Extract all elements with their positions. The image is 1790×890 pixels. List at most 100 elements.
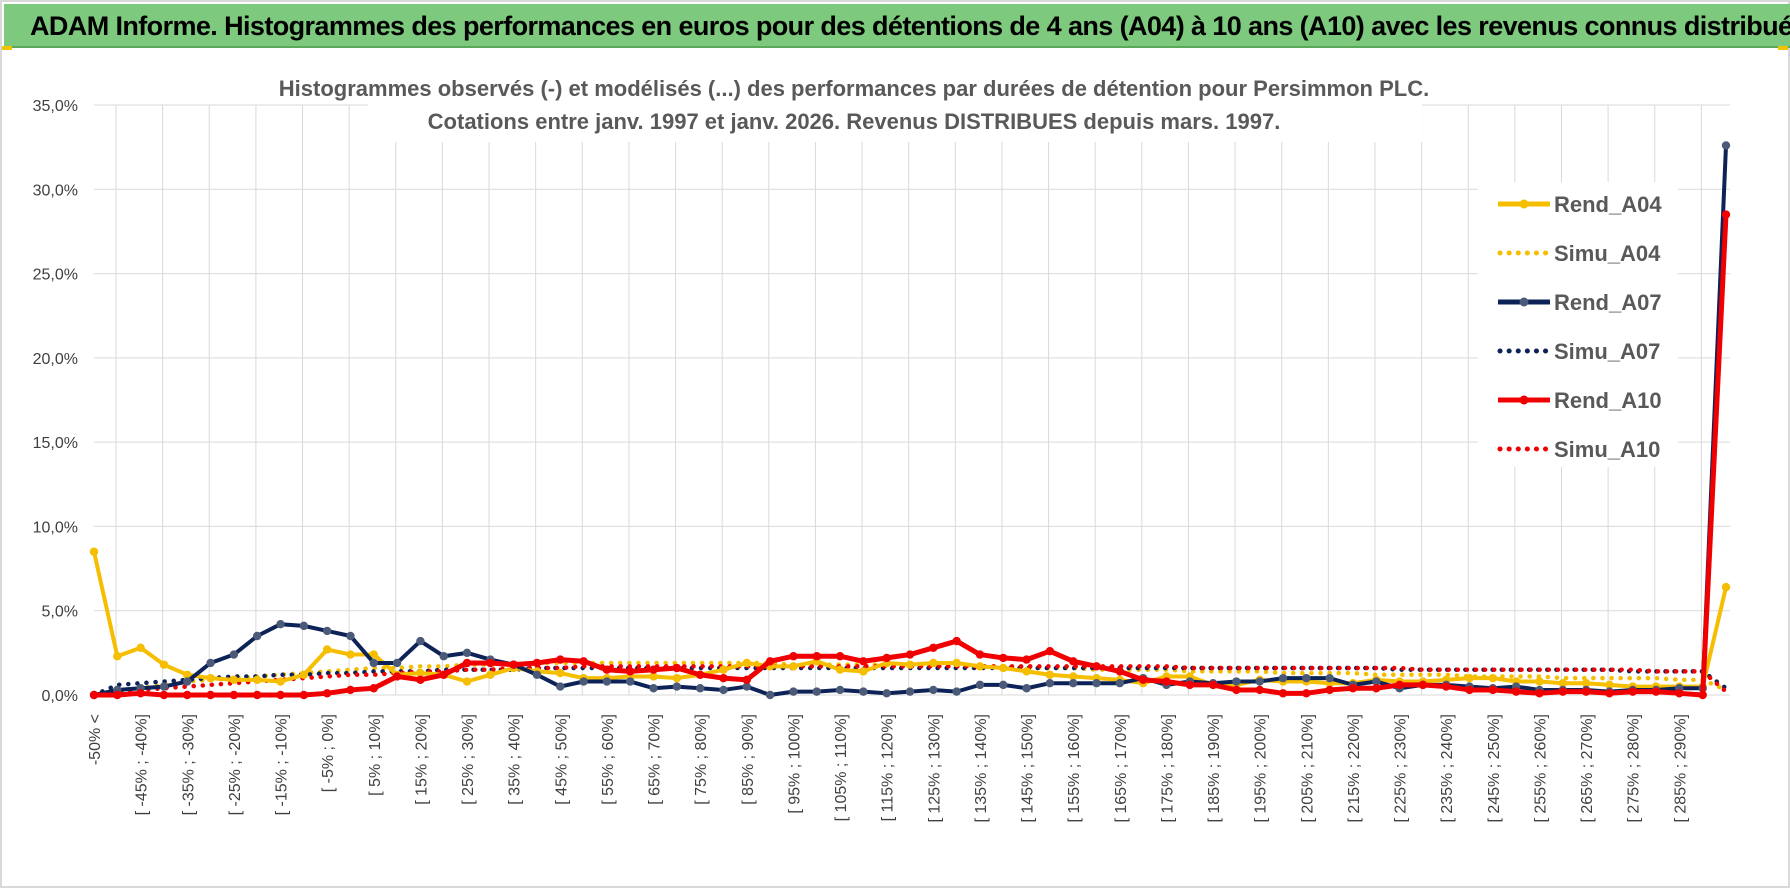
chart-title-line-2: Cotations entre janv. 1997 et janv. 2026… <box>428 109 1281 134</box>
data-point-rend-a04 <box>556 668 565 678</box>
y-tick-label: 30,0% <box>33 182 78 199</box>
data-point-rend-a07 <box>602 677 612 686</box>
data-point-rend-a10 <box>742 675 751 685</box>
data-point-rend-a10 <box>975 650 985 659</box>
legend-label: Rend_A07 <box>1554 290 1662 315</box>
data-point-rend-a04 <box>462 677 472 686</box>
data-point-rend-a10 <box>859 657 868 666</box>
data-point-rend-a10 <box>1022 655 1031 664</box>
x-tick-label: [ 85% ; 90%] <box>740 714 757 805</box>
x-tick-label: [ 185% ; 190%] <box>1206 714 1223 823</box>
data-point-rend-a04 <box>975 662 985 671</box>
data-point-rend-a10 <box>1581 687 1591 696</box>
x-tick-label: [ 35% ; 40%] <box>507 714 524 805</box>
data-point-rend-a04 <box>789 662 798 671</box>
data-point-rend-a10 <box>1465 685 1474 695</box>
data-point-rend-a04 <box>1605 680 1614 690</box>
x-tick-label: [ 255% ; 260%] <box>1532 714 1549 823</box>
legend-label: Rend_A10 <box>1554 388 1662 413</box>
series-lines <box>89 141 1731 700</box>
x-tick-label: [ 65% ; 70%] <box>647 714 664 805</box>
data-point-rend-a10 <box>159 690 169 700</box>
data-point-rend-a10 <box>765 657 775 666</box>
legend-marker <box>1519 199 1529 209</box>
data-point-rend-a10 <box>1162 677 1171 686</box>
data-point-rend-a04 <box>1045 670 1055 679</box>
data-point-rend-a07 <box>579 677 588 686</box>
data-point-rend-a04 <box>1581 679 1591 688</box>
data-point-rend-a07 <box>1721 141 1731 150</box>
data-point-rend-a07 <box>416 636 425 646</box>
data-point-rend-a10 <box>905 650 915 659</box>
data-point-rend-a04 <box>905 660 915 669</box>
data-point-rend-a07 <box>975 680 985 690</box>
data-point-rend-a10 <box>1255 685 1264 695</box>
data-point-rend-a10 <box>649 665 658 674</box>
x-tick-label: [ 95% ; 100%] <box>786 714 803 814</box>
data-point-rend-a04 <box>649 672 658 681</box>
data-point-rend-a04 <box>999 663 1008 673</box>
data-point-rend-a07 <box>1302 673 1311 683</box>
x-tick-label: [ 15% ; 20%] <box>413 714 430 805</box>
data-point-rend-a07 <box>1022 684 1031 693</box>
data-point-rend-a07 <box>299 621 309 631</box>
data-point-rend-a07 <box>1372 677 1381 686</box>
data-point-rend-a07 <box>905 687 915 696</box>
y-tick-label: 10,0% <box>33 519 78 536</box>
data-point-rend-a07 <box>1092 679 1101 688</box>
data-point-rend-a10 <box>439 670 448 679</box>
data-point-rend-a10 <box>1535 689 1544 698</box>
data-point-rend-a07 <box>229 650 239 659</box>
x-tick-label: [ 235% ; 240%] <box>1439 714 1456 823</box>
data-point-rend-a10 <box>1138 675 1148 685</box>
data-point-rend-a07 <box>812 687 821 696</box>
data-point-rend-a04 <box>719 665 728 674</box>
x-tick-label: [ 195% ; 200%] <box>1253 714 1270 823</box>
data-point-rend-a10 <box>1628 687 1637 696</box>
data-point-rend-a10 <box>719 673 728 683</box>
data-point-rend-a10 <box>556 655 565 664</box>
x-tick-label: [ 205% ; 210%] <box>1299 714 1316 823</box>
y-axis: 0,0% 5,0% 10,0% 15,0% 20,0% 25,0% 30,0% 35,0% <box>33 98 78 705</box>
data-point-rend-a04 <box>486 670 495 679</box>
x-tick-label: [ 245% ; 250%] <box>1486 714 1503 823</box>
data-point-rend-a10 <box>1232 685 1241 695</box>
y-tick-label: 5,0% <box>42 604 78 621</box>
legend: Rend_A04 Simu_A04 Rend_A07 Simu_A07 Rend_A10… <box>1478 182 1678 467</box>
y-tick-label: 20,0% <box>33 351 78 368</box>
data-point-rend-a10 <box>695 670 705 679</box>
data-point-rend-a04 <box>183 670 192 679</box>
data-point-rend-a10 <box>579 657 588 666</box>
data-point-rend-a10 <box>1395 680 1404 690</box>
x-tick-label: [ 265% ; 270%] <box>1579 714 1596 823</box>
legend-label: Rend_A04 <box>1554 192 1662 217</box>
x-tick-label: [ 165% ; 170%] <box>1113 714 1130 823</box>
data-point-rend-a10 <box>1348 684 1358 693</box>
x-tick-label: [ 75% ; 80%] <box>693 714 710 805</box>
data-point-rend-a10 <box>299 690 309 700</box>
data-point-rend-a04 <box>1488 673 1498 683</box>
data-point-rend-a07 <box>929 685 938 695</box>
x-tick-label: [ 155% ; 160%] <box>1066 714 1083 823</box>
x-tick-label: [ 45% ; 50%] <box>553 714 570 805</box>
data-point-rend-a10 <box>346 685 355 695</box>
data-point-rend-a07 <box>1232 677 1241 686</box>
data-point-rend-a07 <box>626 677 635 686</box>
y-tick-label: 25,0% <box>33 267 78 284</box>
y-tick-label: 15,0% <box>33 435 78 452</box>
y-tick-label: 0,0% <box>42 688 78 705</box>
data-point-rend-a10 <box>183 690 192 700</box>
data-point-rend-a10 <box>276 690 285 700</box>
x-axis: -50% < [ -45% ; -40%] [ -35% ; -30%] [ -25%… <box>87 714 1689 823</box>
x-tick-label: [ 25% ; 30%] <box>460 714 477 805</box>
data-point-rend-a07 <box>556 682 565 691</box>
legend-label: Simu_A04 <box>1554 241 1661 266</box>
data-point-rend-a10 <box>206 690 215 700</box>
data-point-rend-a07 <box>789 687 798 696</box>
data-point-rend-a04 <box>416 668 425 678</box>
data-point-rend-a04 <box>369 650 378 659</box>
data-point-rend-a04 <box>1721 582 1731 592</box>
x-tick-label: [ 225% ; 230%] <box>1393 714 1410 823</box>
data-point-rend-a10 <box>1208 680 1218 690</box>
